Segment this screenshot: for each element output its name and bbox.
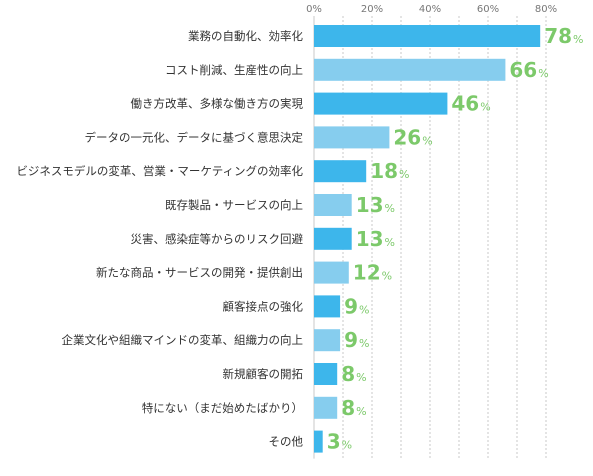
bar xyxy=(314,92,448,115)
bar xyxy=(314,295,341,318)
bar xyxy=(314,194,352,216)
value-label: 26% xyxy=(393,125,432,149)
value-label: 8% xyxy=(341,362,366,386)
bars xyxy=(314,25,541,453)
x-tick-label: 40% xyxy=(419,4,441,15)
category-label: 企業文化や組織マインドの変革、組織力の向上 xyxy=(62,333,304,347)
category-label: その他 xyxy=(269,435,304,449)
category-label: 新たな商品・サービスの開発・提供創出 xyxy=(96,266,303,280)
x-tick-label: 60% xyxy=(477,4,499,15)
value-label: 9% xyxy=(344,294,369,318)
value-label: 8% xyxy=(341,396,366,420)
bar xyxy=(314,396,338,419)
bar xyxy=(314,261,349,284)
x-tick-label: 80% xyxy=(535,4,557,15)
bar xyxy=(314,58,506,81)
bar xyxy=(314,329,341,352)
x-axis-ticks: 0% 20% 40% 60% 80% xyxy=(306,4,557,15)
category-labels: 業務の自動化、効率化コスト削減、生産性の向上働き方改革、多様な働き方の実現データ… xyxy=(16,29,303,449)
category-label: 新規顧客の開拓 xyxy=(223,367,304,381)
bar xyxy=(314,25,541,47)
value-label: 18% xyxy=(370,159,409,183)
value-labels: 78% 66% 46% 26% 18% 13% 13% 12% 9% 9% 8% 8% 3% xyxy=(327,24,584,454)
category-label: データの一元化、データに基づく意思決定 xyxy=(85,130,304,144)
category-label: 働き方改革、多様な働き方の実現 xyxy=(131,97,304,111)
bar xyxy=(314,363,338,385)
value-label: 46% xyxy=(451,92,490,116)
value-label: 66% xyxy=(509,58,548,82)
bar xyxy=(314,160,367,183)
category-label: 既存製品・サービスの向上 xyxy=(165,198,303,212)
value-label: 3% xyxy=(327,430,352,454)
value-label: 13% xyxy=(356,193,395,217)
value-label: 12% xyxy=(353,261,392,285)
value-label: 9% xyxy=(344,328,369,352)
x-tick-label: 0% xyxy=(306,4,322,15)
category-label: 顧客接点の強化 xyxy=(223,299,304,313)
value-label: 13% xyxy=(356,227,395,251)
bar xyxy=(314,430,323,453)
category-label: コスト削減、生産性の向上 xyxy=(165,63,303,77)
x-tick-label: 20% xyxy=(361,4,383,15)
value-label: 78% xyxy=(544,24,583,48)
bar xyxy=(314,126,390,149)
category-label: ビジネスモデルの変革、営業・マーケティングの効率化 xyxy=(16,164,303,178)
category-label: 災害、感染症等からのリスク回避 xyxy=(131,232,304,246)
category-label: 業務の自動化、効率化 xyxy=(188,29,303,43)
grid-lines xyxy=(313,16,547,459)
bar xyxy=(314,227,352,250)
category-label: 特にない（まだ始めたばかり） xyxy=(142,401,303,415)
